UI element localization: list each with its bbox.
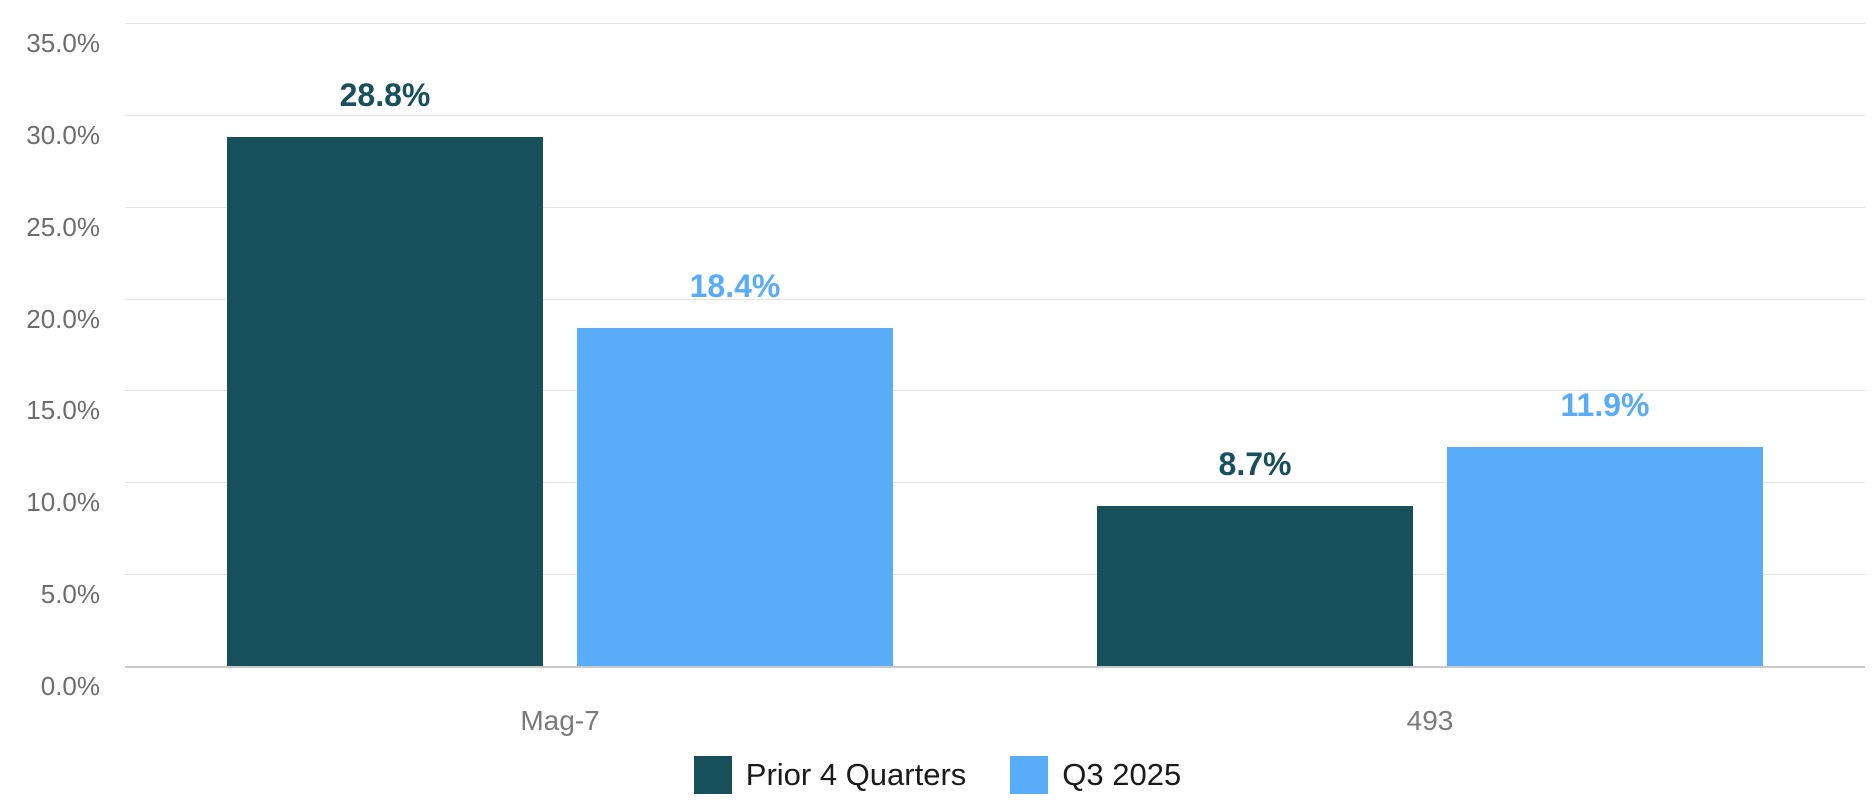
y-tick-label-35pct: 35.0% [26, 28, 100, 58]
gridline-5pct [125, 574, 1865, 576]
data-label-prior-4-quarters-493: 8.7% [1218, 445, 1292, 482]
gridline-30pct [125, 114, 1865, 116]
gridline-35pct [125, 23, 1865, 24]
y-tick-label-20pct: 20.0% [26, 303, 100, 334]
x-axis-label-mag-7: Mag-7 [520, 705, 600, 736]
y-axis: 0.0% 5.0% 10.0% 15.0% 20.0% 25.0% 30.0% 35.0% [0, 23, 100, 700]
gridline-20pct [125, 298, 1865, 300]
y-tick-label-15pct: 15.0% [26, 395, 100, 426]
legend-item-q3-2025: Q3 2025 [1010, 756, 1181, 794]
data-label-q3-2025-mag-7: 18.4% [689, 267, 781, 304]
bar-q3-2025-493 [1447, 447, 1763, 666]
y-tick-label-5pct: 5.0% [40, 579, 100, 610]
bar-prior-4-quarters-mag-7 [227, 136, 543, 666]
y-tick-label-0pct: 0.0% [40, 671, 100, 701]
x-axis-line [125, 666, 1865, 668]
gridline-25pct [125, 206, 1865, 208]
legend: Prior 4 Quarters Q3 2025 [0, 756, 1875, 794]
legend-label-prior-4-quarters: Prior 4 Quarters [745, 756, 967, 792]
data-label-prior-4-quarters-mag-7: 28.8% [339, 76, 431, 113]
y-tick-label-10pct: 10.0% [26, 487, 100, 518]
plot-area: 28.8% 18.4% 8.7% 11.9% [125, 23, 1865, 668]
gridline-10pct [125, 482, 1865, 484]
y-tick-label-30pct: 30.0% [26, 119, 100, 150]
data-label-q3-2025-493: 11.9% [1560, 387, 1650, 424]
x-axis: Mag-7 493 [125, 666, 1865, 736]
legend-swatch-prior-4-quarters [693, 756, 732, 794]
y-tick-label-25pct: 25.0% [26, 211, 100, 242]
legend-label-q3-2025: Q3 2025 [1062, 756, 1182, 792]
bar-prior-4-quarters-493 [1097, 506, 1413, 666]
bar-q3-2025-mag-7 [577, 327, 893, 666]
legend-item-prior-4-quarters: Prior 4 Quarters [693, 756, 967, 794]
x-axis-label-493: 493 [1406, 705, 1454, 736]
legend-swatch-q3-2025 [1010, 756, 1049, 794]
gridline-15pct [125, 390, 1865, 392]
